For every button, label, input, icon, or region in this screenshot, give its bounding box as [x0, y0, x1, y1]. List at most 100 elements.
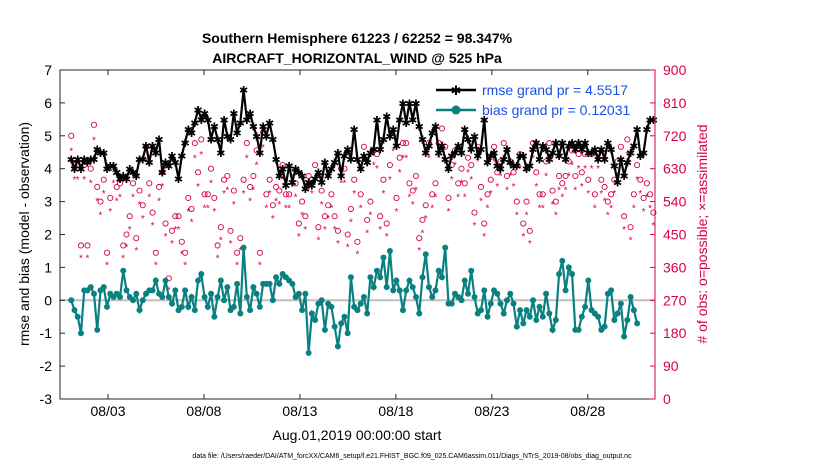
obs-assimilated-marker: *	[219, 235, 223, 246]
bias-marker	[396, 287, 403, 294]
x-tick-label: 08/18	[378, 403, 413, 419]
obs-assimilated-marker: *	[645, 193, 649, 204]
obs-assimilated-marker: *	[157, 196, 161, 207]
x-tick-label: 08/28	[570, 403, 605, 419]
y-right-tick-label: 180	[663, 325, 687, 341]
obs-possible-marker	[575, 151, 582, 158]
obs-assimilated-marker: *	[245, 154, 249, 165]
y-right-tick-label: 900	[663, 62, 687, 78]
right-y-axis-label: # of obs: o=possible; ×=assimilated	[694, 124, 710, 343]
bias-marker	[198, 270, 205, 277]
bias-marker	[266, 280, 273, 287]
rmse-marker: ✱	[571, 144, 580, 156]
obs-possible-marker	[230, 187, 237, 194]
obs-assimilated-marker: *	[183, 260, 187, 271]
obs-assimilated-marker: *	[271, 214, 275, 225]
obs-assimilated-marker: *	[495, 182, 499, 193]
obs-assimilated-marker: *	[229, 239, 233, 250]
obs-possible-marker	[97, 198, 104, 205]
bias-marker	[250, 284, 257, 291]
obs-possible-marker	[458, 165, 465, 172]
obs-assimilated-marker: *	[570, 161, 574, 172]
obs-assimilated-marker: *	[212, 207, 216, 218]
obs-assimilated-marker: *	[193, 154, 197, 165]
x-tick-label: 08/03	[90, 403, 125, 419]
obs-assimilated-marker: *	[586, 189, 590, 200]
obs-assimilated-marker: *	[437, 154, 441, 165]
obs-possible-marker	[539, 191, 546, 198]
bias-marker	[360, 294, 367, 301]
obs-assimilated-marker: *	[147, 193, 151, 204]
obs-possible-marker	[510, 169, 517, 176]
obs-possible-marker	[500, 140, 507, 147]
legend-rmse-label: rmse grand pr = 4.5517	[482, 82, 628, 98]
obs-possible-marker	[520, 220, 527, 227]
bias-marker	[478, 307, 485, 314]
bias-marker	[614, 310, 621, 317]
bias-marker	[331, 323, 338, 330]
obs-assimilated-marker: *	[264, 203, 268, 214]
rmse-marker: ✱	[298, 171, 307, 183]
rmse-marker: ✱	[603, 138, 612, 150]
obs-assimilated-marker: *	[180, 250, 184, 261]
obs-possible-marker	[627, 224, 634, 231]
rmse-marker: ✱	[223, 131, 232, 143]
bias-marker	[68, 297, 75, 304]
obs-possible-marker	[523, 198, 530, 205]
bias-marker	[149, 287, 156, 294]
rmse-marker: ✱	[590, 144, 599, 156]
obs-assimilated-marker: *	[242, 189, 246, 200]
obs-possible-marker	[549, 187, 556, 194]
bias-marker	[364, 310, 371, 317]
obs-assimilated-marker: *	[355, 250, 359, 261]
bias-marker	[71, 307, 78, 314]
bias-marker	[386, 247, 393, 254]
obs-assimilated-marker: *	[290, 182, 294, 193]
obs-possible-marker	[640, 194, 647, 201]
bias-marker	[214, 294, 221, 301]
obs-assimilated-marker: *	[642, 207, 646, 218]
obs-assimilated-marker: *	[573, 186, 577, 197]
obs-assimilated-marker: *	[404, 154, 408, 165]
rmse-marker: ✱	[258, 121, 267, 133]
rmse-marker: ✱	[76, 164, 85, 176]
obs-assimilated-marker: *	[118, 193, 122, 204]
obs-assimilated-marker: *	[551, 200, 555, 211]
obs-possible-marker	[100, 176, 107, 183]
bias-marker	[221, 297, 228, 304]
obs-possible-marker	[204, 191, 211, 198]
obs-possible-marker	[123, 231, 130, 238]
obs-assimilated-marker: *	[164, 232, 168, 243]
bias-marker	[347, 274, 354, 281]
rmse-marker: ✱	[275, 171, 284, 183]
rmse-line	[70, 89, 654, 192]
obs-possible-marker	[315, 224, 322, 231]
obs-assimilated-marker: *	[632, 203, 636, 214]
rmse-marker: ✱	[457, 148, 466, 160]
obs-assimilated-marker: *	[414, 186, 418, 197]
rmse-marker: ✱	[593, 154, 602, 166]
rmse-marker: ✱	[151, 148, 160, 160]
rmse-marker: ✱	[600, 154, 609, 166]
bias-marker	[617, 300, 624, 307]
rmse-marker: ✱	[252, 131, 261, 143]
obs-assimilated-marker: *	[102, 189, 106, 200]
bias-marker	[578, 313, 585, 320]
rmse-marker: ✱	[496, 164, 505, 176]
rmse-marker: ✱	[460, 125, 469, 137]
rmse-marker: ✱	[415, 121, 424, 133]
rmse-marker: ✱	[128, 167, 137, 179]
obs-possible-marker	[292, 180, 299, 187]
rmse-marker: ✱	[330, 158, 339, 170]
legend-bias-marker	[451, 105, 461, 115]
obs-assimilated-marker: *	[421, 228, 425, 239]
obs-possible-marker	[630, 191, 637, 198]
obs-assimilated-marker: *	[196, 182, 200, 193]
rmse-marker: ✱	[229, 108, 238, 120]
obs-assimilated-marker: *	[492, 157, 496, 168]
obs-possible-marker	[503, 172, 511, 180]
rmse-marker: ✱	[333, 148, 342, 160]
obs-assimilated-marker: *	[206, 203, 210, 214]
obs-assimilated-marker: *	[603, 196, 607, 207]
obs-assimilated-marker: *	[625, 150, 629, 161]
